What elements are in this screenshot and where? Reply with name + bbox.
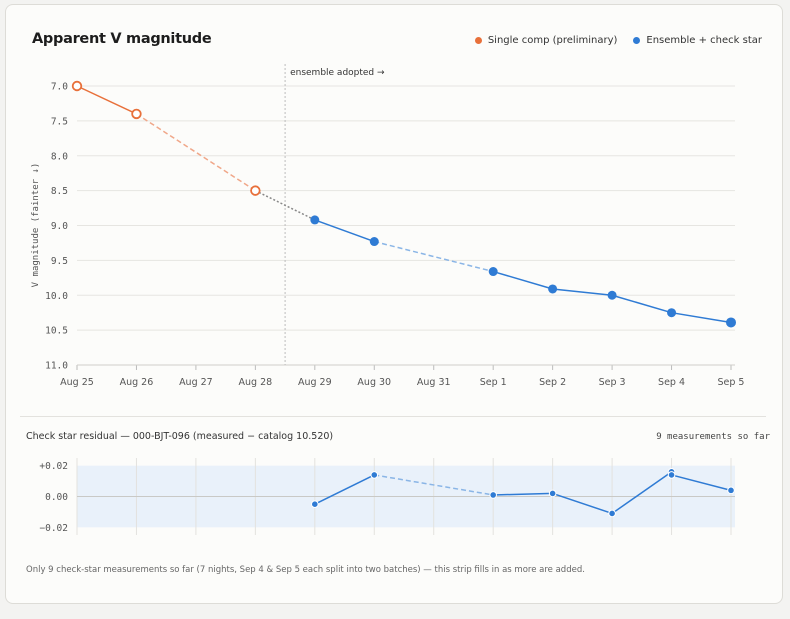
- y-tick-label: 7.5: [51, 116, 68, 127]
- residual-segment: [493, 492, 553, 496]
- residual-point: [489, 491, 497, 499]
- y-axis-label: V magnitude (fainter ↓): [31, 163, 41, 288]
- residual-gap-segment: [374, 474, 494, 496]
- ensemble-point: [310, 215, 320, 225]
- x-tick-label: Sep 1: [480, 377, 507, 388]
- ensemble-gap-segment: [374, 240, 494, 273]
- residual-segment: [552, 492, 613, 515]
- residual-strip-title: Check star residual — 000-BJT-096 (measu…: [26, 431, 334, 442]
- single-comp-point: [131, 108, 142, 120]
- residual-segment: [314, 474, 375, 505]
- y-tick-label: 11.0: [45, 361, 68, 372]
- y-tick-label: 8.0: [51, 151, 68, 162]
- measurement-count: 9 measurements so far: [656, 432, 770, 442]
- legend-item-ensemble: Ensemble + check star: [633, 35, 762, 46]
- single-comp-segment: [76, 85, 137, 115]
- x-tick-label: Aug 30: [357, 377, 391, 388]
- y-tick-label: 8.5: [51, 186, 68, 197]
- residual-point: [667, 471, 676, 479]
- legend-label-ensemble: Ensemble + check star: [646, 35, 762, 46]
- single-comp-point: [250, 185, 261, 196]
- y-tick-label: 9.5: [51, 256, 68, 267]
- y-tick-label: 9.0: [51, 221, 68, 232]
- residual-point: [548, 489, 557, 498]
- x-tick-label: Sep 5: [718, 377, 745, 388]
- ensemble-point: [369, 237, 379, 247]
- y-tick-label: 10.5: [45, 326, 68, 337]
- ensemble-adopted-label: ensemble adopted →: [290, 68, 385, 78]
- ensemble-point: [548, 284, 558, 294]
- y-tick-label: 10.0: [45, 291, 68, 302]
- legend-label-single-comp: Single comp (preliminary): [487, 35, 618, 46]
- residual-tick-label: 0.00: [45, 492, 68, 503]
- single-comp-gap-segment: [136, 113, 256, 192]
- ensemble-segment: [671, 311, 732, 324]
- ensemble-point: [607, 290, 617, 300]
- residual-segment: [611, 471, 672, 515]
- x-tick-label: Sep 4: [658, 377, 685, 388]
- ensemble-point: [488, 267, 498, 277]
- chart-title: Apparent V magnitude: [32, 31, 212, 47]
- residual-tick-label: −0.02: [39, 523, 68, 534]
- x-tick-label: Aug 31: [417, 377, 451, 388]
- residual-segment: [671, 474, 732, 492]
- residual-point: [727, 486, 735, 495]
- residual-tick-label: +0.02: [39, 461, 68, 472]
- x-tick-label: Aug 25: [60, 377, 94, 388]
- x-tick-label: Aug 29: [298, 377, 332, 388]
- residual-point: [311, 500, 319, 509]
- ensemble-segment: [314, 219, 375, 243]
- x-tick-label: Aug 27: [179, 377, 213, 388]
- series-connector: [255, 189, 316, 221]
- legend: Single comp (preliminary) Ensemble + che…: [474, 35, 762, 46]
- x-tick-label: Aug 28: [239, 377, 273, 388]
- x-tick-label: Aug 26: [120, 377, 154, 388]
- residual-point: [370, 471, 379, 479]
- ensemble-segment: [611, 294, 672, 314]
- legend-item-single-comp: Single comp (preliminary): [474, 35, 618, 46]
- y-tick-label: 7.0: [51, 82, 68, 93]
- ensemble-point: [726, 317, 736, 328]
- legend-dot-single-comp: [474, 37, 482, 44]
- footnote: Only 9 check-star measurements so far (7…: [26, 565, 585, 575]
- ensemble-segment: [492, 270, 553, 290]
- residual-point: [608, 509, 616, 518]
- ensemble-point: [667, 308, 677, 318]
- section-divider: [20, 416, 766, 417]
- ensemble-segment: [552, 288, 613, 296]
- x-tick-label: Sep 2: [539, 377, 566, 388]
- single-comp-point: [71, 80, 83, 92]
- x-tick-label: Sep 3: [599, 377, 626, 388]
- legend-dot-ensemble: [633, 37, 641, 44]
